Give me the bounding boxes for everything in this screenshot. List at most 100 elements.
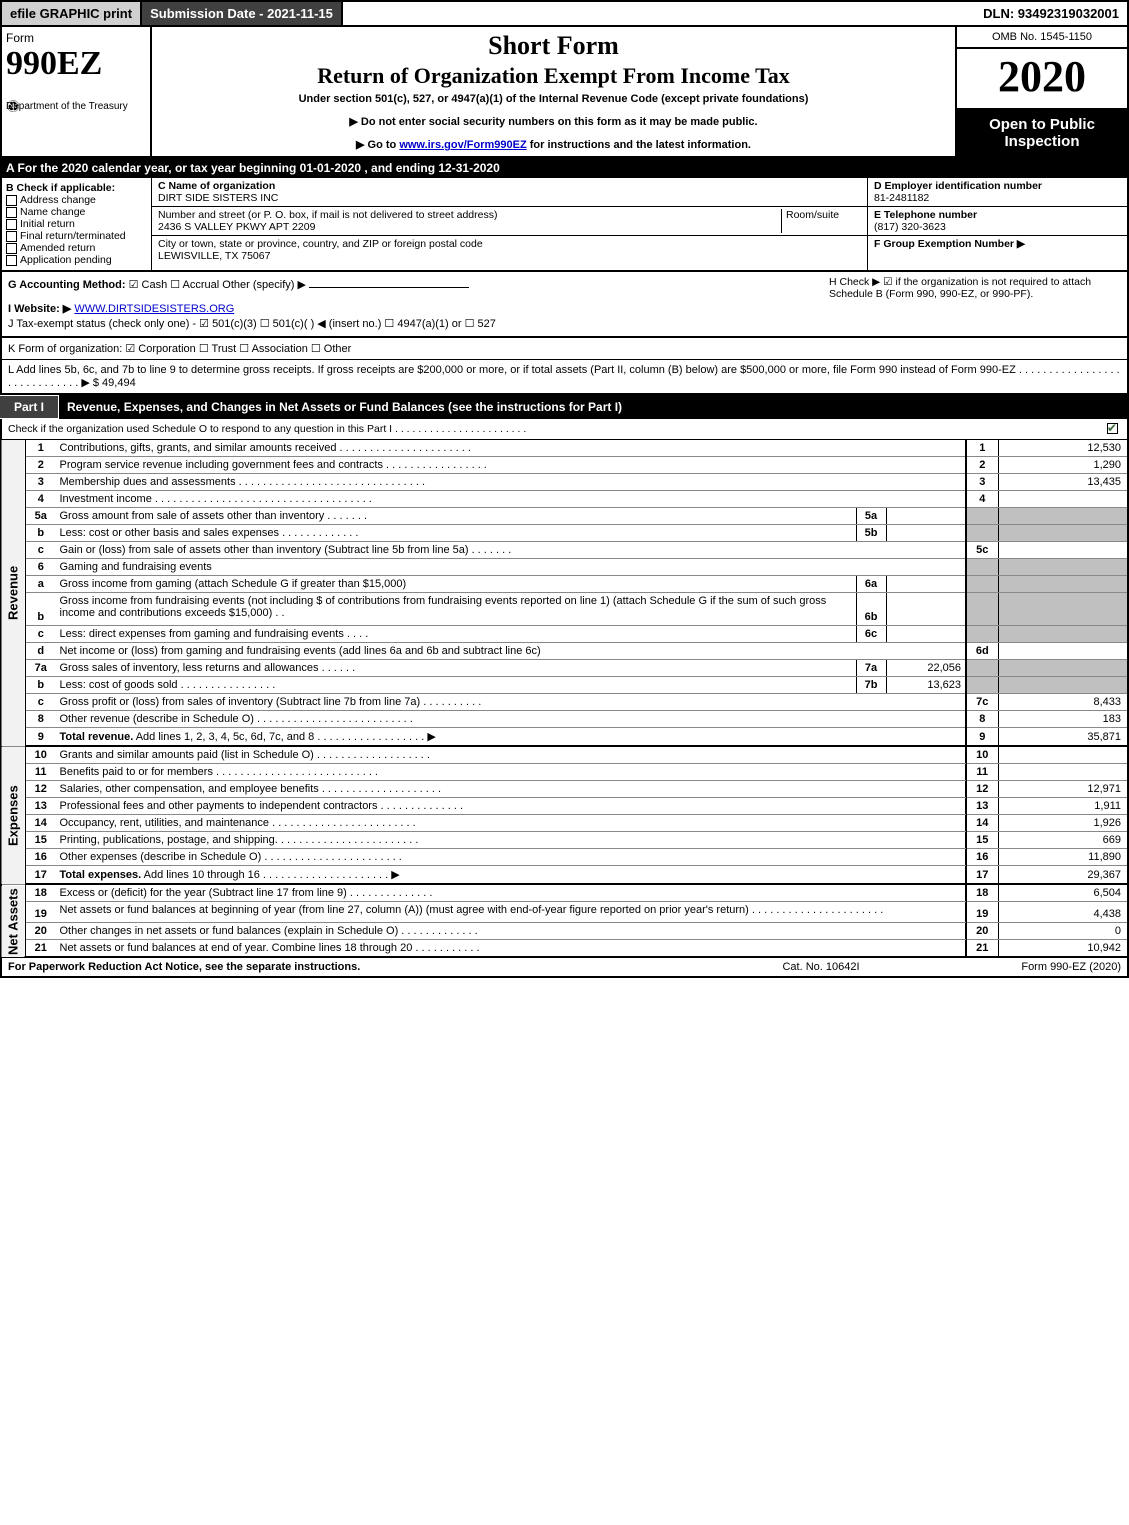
line-box-number: 13 bbox=[966, 798, 998, 815]
line-description: Other revenue (describe in Schedule O) .… bbox=[56, 711, 967, 728]
org-name: DIRT SIDE SISTERS INC bbox=[158, 192, 278, 204]
table-row: 19Net assets or fund balances at beginni… bbox=[1, 902, 1128, 923]
line-value bbox=[998, 626, 1128, 643]
sub-line-label: 7a bbox=[856, 660, 886, 677]
sub-line-value: 13,623 bbox=[886, 677, 966, 694]
under-section: Under section 501(c), 527, or 4947(a)(1)… bbox=[160, 93, 947, 105]
line-number: 10 bbox=[26, 747, 56, 764]
section-c: C Name of organization DIRT SIDE SISTERS… bbox=[152, 178, 867, 270]
table-row: 14Occupancy, rent, utilities, and mainte… bbox=[1, 815, 1128, 832]
line-description: Net income or (loss) from gaming and fun… bbox=[56, 643, 967, 660]
b-item-5-label: Application pending bbox=[20, 254, 112, 266]
i-label: I Website: ▶ bbox=[8, 303, 71, 315]
c-label: C Name of organization bbox=[158, 180, 275, 192]
footer-left: For Paperwork Reduction Act Notice, see … bbox=[8, 961, 721, 973]
note2-pre: ▶ Go to bbox=[356, 139, 399, 151]
table-row: Expenses10Grants and similar amounts pai… bbox=[1, 747, 1128, 764]
g-options: ☑ Cash ☐ Accrual Other (specify) ▶ bbox=[129, 279, 306, 291]
checkbox-icon[interactable] bbox=[6, 219, 17, 230]
group-cell: F Group Exemption Number ▶ bbox=[868, 236, 1127, 252]
line-value: 11,890 bbox=[998, 849, 1128, 866]
city-value: LEWISVILLE, TX 75067 bbox=[158, 250, 270, 262]
line-value: 8,433 bbox=[998, 694, 1128, 711]
line-box-number: 10 bbox=[966, 747, 998, 764]
line-j: J Tax-exempt status (check only one) - ☑… bbox=[8, 317, 1121, 330]
website-link[interactable]: WWW.DIRTSIDESISTERS.ORG bbox=[74, 303, 234, 315]
line-a-period: A For the 2020 calendar year, or tax yea… bbox=[0, 158, 1129, 178]
line-value: 10,942 bbox=[998, 940, 1128, 958]
line-box-number: 4 bbox=[966, 491, 998, 508]
c-addr-cell: Number and street (or P. O. box, if mail… bbox=[152, 207, 867, 236]
line-value: 6,504 bbox=[998, 885, 1128, 902]
line-box-number: 8 bbox=[966, 711, 998, 728]
line-number: 11 bbox=[26, 764, 56, 781]
line-number: 21 bbox=[26, 940, 56, 958]
irs-link[interactable]: www.irs.gov/Form990EZ bbox=[399, 139, 526, 151]
line-box-number: 6d bbox=[966, 643, 998, 660]
table-row: 17Total expenses. Add lines 10 through 1… bbox=[1, 866, 1128, 885]
line-description: Less: cost of goods sold . . . . . . . .… bbox=[56, 677, 857, 694]
line-number: c bbox=[26, 542, 56, 559]
line-number: c bbox=[26, 694, 56, 711]
open-to-public: Open to Public Inspection bbox=[957, 110, 1127, 156]
table-row: 2Program service revenue including gover… bbox=[1, 457, 1128, 474]
section-side-label: Expenses bbox=[1, 747, 26, 884]
line-description: Gaming and fundraising events bbox=[56, 559, 967, 576]
sub-line-value bbox=[886, 525, 966, 542]
line-description: Benefits paid to or for members . . . . … bbox=[56, 764, 967, 781]
line-value bbox=[998, 643, 1128, 660]
line-number: 4 bbox=[26, 491, 56, 508]
line-box-number bbox=[966, 576, 998, 593]
table-row: 6Gaming and fundraising events bbox=[1, 559, 1128, 576]
table-row: bLess: cost or other basis and sales exp… bbox=[1, 525, 1128, 542]
table-row: dNet income or (loss) from gaming and fu… bbox=[1, 643, 1128, 660]
addr-label: Number and street (or P. O. box, if mail… bbox=[158, 209, 497, 221]
line-number: d bbox=[26, 643, 56, 660]
line-box-number: 7c bbox=[966, 694, 998, 711]
line-value: 12,530 bbox=[998, 440, 1128, 457]
sub-line-label: 6a bbox=[856, 576, 886, 593]
line-h: H Check ▶ ☑ if the organization is not r… bbox=[821, 276, 1121, 300]
line-value: 29,367 bbox=[998, 866, 1128, 885]
line-description: Other changes in net assets or fund bala… bbox=[56, 923, 967, 940]
g-other-line[interactable] bbox=[309, 287, 469, 288]
checkbox-icon[interactable] bbox=[6, 195, 17, 206]
note2-post: for instructions and the latest informat… bbox=[527, 139, 751, 151]
line-description: Salaries, other compensation, and employ… bbox=[56, 781, 967, 798]
sub-line-value bbox=[886, 593, 966, 626]
line-value bbox=[998, 747, 1128, 764]
checkbox-icon[interactable] bbox=[6, 207, 17, 218]
sub-line-label: 5b bbox=[856, 525, 886, 542]
checkbox-icon[interactable] bbox=[6, 231, 17, 242]
schedule-o-checkbox[interactable] bbox=[1107, 423, 1118, 434]
table-row: 5aGross amount from sale of assets other… bbox=[1, 508, 1128, 525]
line-number: 19 bbox=[26, 902, 56, 923]
line-number: a bbox=[26, 576, 56, 593]
line-value bbox=[998, 764, 1128, 781]
table-row: aGross income from gaming (attach Schedu… bbox=[1, 576, 1128, 593]
line-description: Contributions, gifts, grants, and simila… bbox=[56, 440, 967, 457]
line-i: I Website: ▶ WWW.DIRTSIDESISTERS.ORG bbox=[8, 302, 1121, 315]
table-row: 8Other revenue (describe in Schedule O) … bbox=[1, 711, 1128, 728]
checkbox-icon[interactable] bbox=[6, 255, 17, 266]
line-box-number: 2 bbox=[966, 457, 998, 474]
line-description: Gross profit or (loss) from sales of inv… bbox=[56, 694, 967, 711]
line-value bbox=[998, 559, 1128, 576]
submission-date-button[interactable]: Submission Date - 2021-11-15 bbox=[142, 2, 343, 25]
dept-treasury: Department of the Treasury bbox=[6, 101, 146, 112]
header-left: Form 990EZ ♽ Department of the Treasury bbox=[2, 27, 152, 156]
checkbox-icon[interactable] bbox=[6, 243, 17, 254]
footer-form-ref: Form 990-EZ (2020) bbox=[921, 961, 1121, 973]
header-right: OMB No. 1545-1150 2020 Open to Public In… bbox=[957, 27, 1127, 156]
line-value: 1,926 bbox=[998, 815, 1128, 832]
line-box-number: 18 bbox=[966, 885, 998, 902]
line-description: Net assets or fund balances at end of ye… bbox=[56, 940, 967, 958]
recycle-icon: ♽ bbox=[6, 97, 20, 117]
ein-value: 81-2481182 bbox=[874, 192, 929, 204]
line-box-number: 20 bbox=[966, 923, 998, 940]
b-item-1: Name change bbox=[6, 206, 147, 218]
line-box-number: 1 bbox=[966, 440, 998, 457]
line-number: 6 bbox=[26, 559, 56, 576]
part-i-header: Part I Revenue, Expenses, and Changes in… bbox=[0, 395, 1129, 419]
efile-print-button[interactable]: efile GRAPHIC print bbox=[2, 2, 142, 25]
